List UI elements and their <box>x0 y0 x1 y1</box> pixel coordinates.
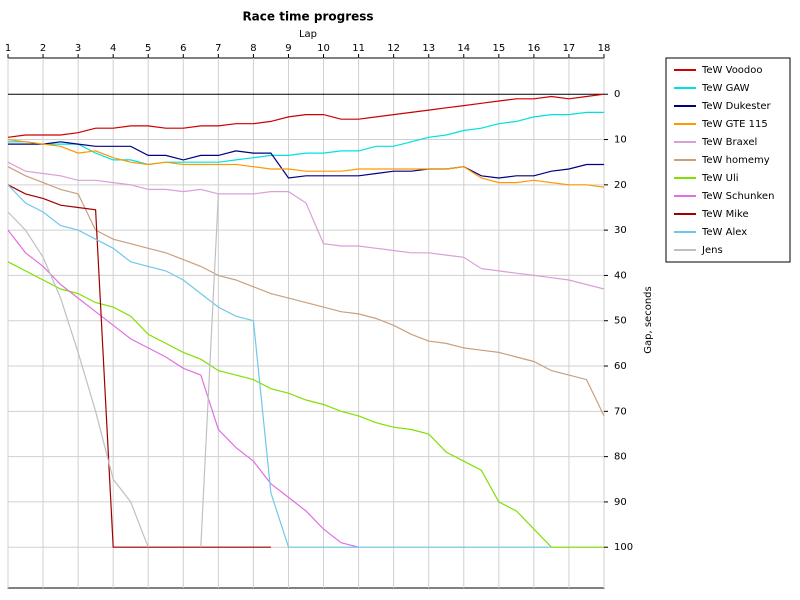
y-axis-label: Gap, seconds <box>643 286 654 353</box>
x-tick-label: 12 <box>387 43 400 54</box>
y-tick-label: 30 <box>614 225 627 236</box>
y-tick-label: 70 <box>614 406 627 417</box>
y-tick-label: 0 <box>614 89 620 100</box>
legend-label: TeW Braxel <box>701 137 757 148</box>
series-line <box>7 261 604 548</box>
y-tick-label: 40 <box>614 270 627 281</box>
x-tick-label: 6 <box>180 43 186 54</box>
x-tick-label: 1 <box>5 43 11 54</box>
legend-label: TeW homemy <box>701 155 770 166</box>
series-line <box>7 161 605 290</box>
x-tick-label: 14 <box>457 43 470 54</box>
chart-title: Race time progress <box>242 10 373 24</box>
x-tick-label: 4 <box>110 43 116 54</box>
x-tick-label: 16 <box>528 43 541 54</box>
series-line <box>7 184 271 548</box>
series-line <box>7 184 552 548</box>
y-tick-label: 50 <box>614 316 627 327</box>
legend-label: TeW Schunken <box>701 191 774 202</box>
plot-area <box>7 57 605 589</box>
series-line <box>8 111 604 166</box>
x-tick-label: 7 <box>215 43 221 54</box>
series-line <box>7 193 219 548</box>
legend-label: TeW GAW <box>701 83 750 94</box>
y-tick-label: 60 <box>614 361 627 372</box>
series-line <box>7 166 605 417</box>
x-tick-label: 8 <box>250 43 256 54</box>
x-tick-label: 2 <box>40 43 46 54</box>
x-tick-label: 11 <box>352 43 365 54</box>
x-tick-label: 15 <box>492 43 505 54</box>
x-tick-label: 5 <box>145 43 151 54</box>
y-tick-label: 20 <box>614 180 627 191</box>
x-tick-label: 9 <box>285 43 291 54</box>
legend-label: Jens <box>701 245 723 256</box>
x-tick-label: 18 <box>598 43 611 54</box>
y-tick-label: 80 <box>614 452 627 463</box>
y-tick-label: 100 <box>614 542 633 553</box>
legend-label: TeW Alex <box>701 227 747 238</box>
series-line <box>8 141 604 179</box>
series-line <box>7 93 605 138</box>
series-line <box>7 229 359 548</box>
x-axis-label: Lap <box>299 29 317 40</box>
x-tick-label: 17 <box>563 43 576 54</box>
legend-label: TeW Mike <box>701 209 749 220</box>
legend-label: TeW Uli <box>701 173 739 184</box>
series-line <box>7 138 605 188</box>
x-tick-label: 3 <box>75 43 81 54</box>
y-tick-label: 90 <box>614 497 627 508</box>
x-tick-label: 13 <box>422 43 435 54</box>
x-tick-label: 10 <box>317 43 330 54</box>
legend-label: TeW Dukester <box>701 101 772 112</box>
y-tick-label: 10 <box>614 135 627 146</box>
legend-label: TeW Voodoo <box>701 65 763 76</box>
legend-label: TeW GTE 115 <box>701 119 768 130</box>
